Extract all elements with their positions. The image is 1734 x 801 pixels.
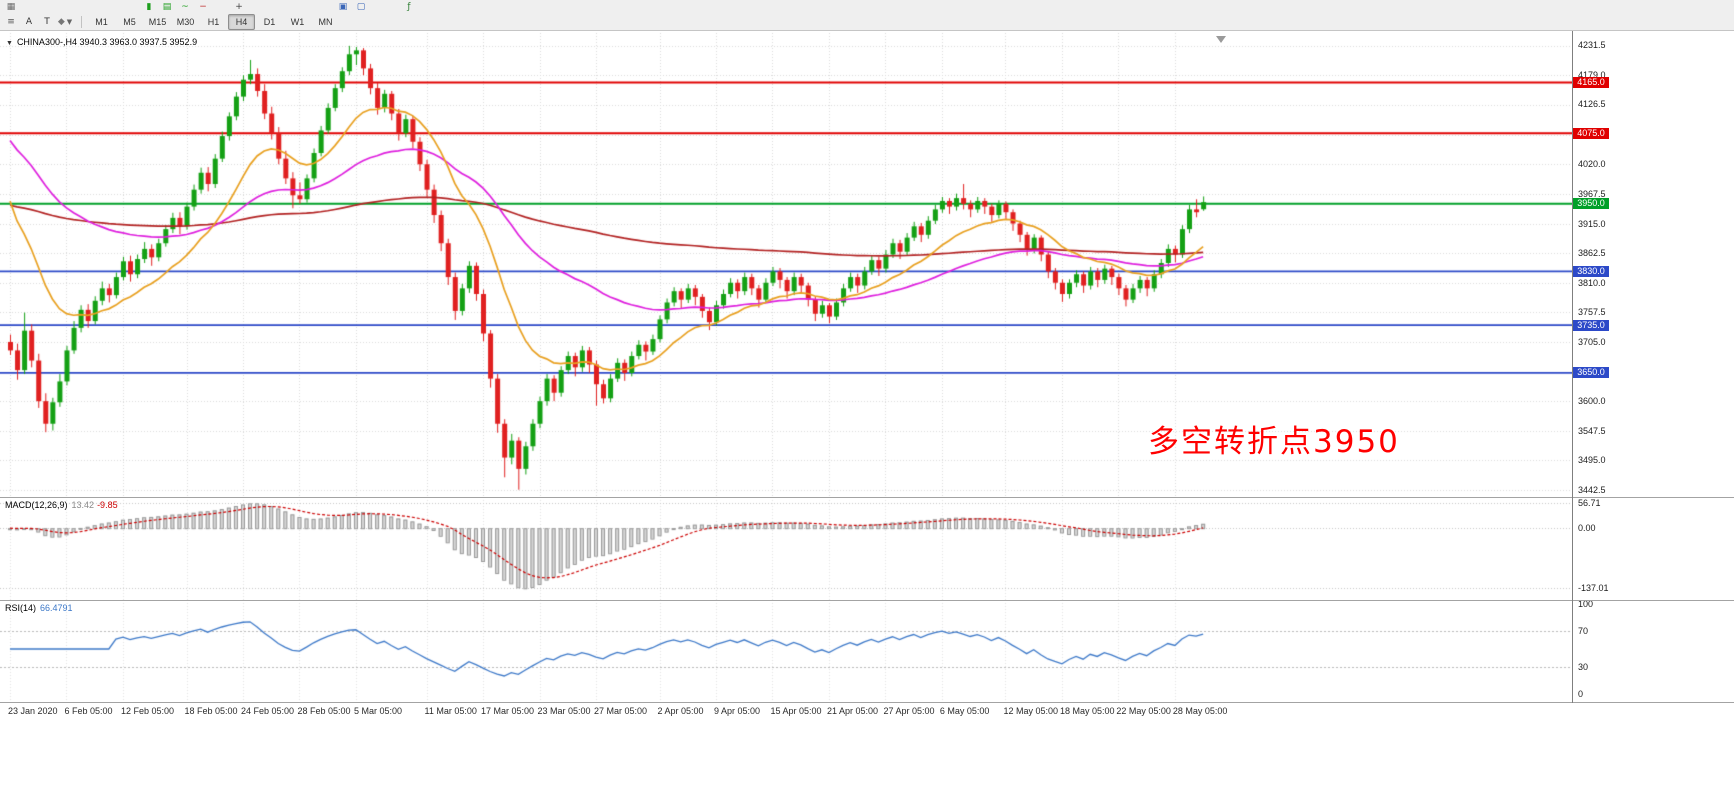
macd-axis-label: 56.71 [1578, 498, 1601, 509]
symbol-dropdown-icon[interactable]: ▼ [6, 40, 13, 47]
price-axis-label: 3600.0 [1578, 396, 1606, 407]
time-axis-label: 22 May 05:00 [1116, 706, 1171, 716]
chevron-down-icon: ▼ [66, 17, 73, 26]
time-axis[interactable]: 23 Jan 2020 6 Feb 05:00 12 Feb 05:00 18 Feb… [0, 702, 1734, 801]
text-label-button[interactable]: A [25, 16, 33, 27]
time-axis-label: 12 Feb 05:00 [120, 706, 174, 716]
time-axis-label: 23 Jan 2020 [8, 706, 58, 716]
price-line-badge: 4075.0 [1573, 127, 1609, 139]
macd-panel: MACD(12,26,9) 13.42 -9.85 56.71 0.00 -137.01 [0, 497, 1734, 600]
main-chart-panel: ▼ CHINA300-,H4 3940.3 3963.0 3937.5 3952.… [0, 30, 1734, 497]
timeframe-d1[interactable]: D1 [263, 16, 276, 27]
time-axis-label: 9 Apr 05:00 [714, 706, 761, 716]
candlestick-chart-icon[interactable]: ▮ [146, 1, 152, 12]
time-axis-label: 6 May 05:00 [939, 706, 990, 716]
price-line-badge: 3950.0 [1573, 198, 1609, 210]
rsi-axis-label: 70 [1578, 626, 1589, 636]
panel-splitter[interactable] [0, 497, 1734, 498]
macd-canvas[interactable] [0, 497, 1572, 600]
rsi-axis-label: 100 [1578, 599, 1594, 609]
price-axis-label: 3495.0 [1578, 455, 1606, 466]
price-axis-label: 3862.5 [1578, 248, 1606, 259]
price-axis-label: 3442.5 [1578, 485, 1606, 495]
rsi-axis-label: 30 [1578, 662, 1589, 672]
time-axis-label: 23 Mar 05:00 [537, 706, 591, 716]
price-axis-label: 4231.5 [1578, 40, 1606, 50]
time-axis-label: 12 May 05:00 [1003, 706, 1058, 716]
price-axis-label: 3547.5 [1578, 425, 1606, 436]
timeframe-m15[interactable]: M15 [148, 16, 167, 27]
objects-tool-button[interactable]: ◆ ▼ [57, 16, 73, 27]
symbol-info: ▼ CHINA300-,H4 3940.3 3963.0 3937.5 3952.… [6, 37, 197, 47]
text-box-button[interactable]: T [44, 16, 50, 27]
macd-label: MACD(12,26,9) 13.42 -9.85 [5, 500, 118, 510]
time-axis-label: 18 Feb 05:00 [184, 706, 238, 716]
toolbar: ▦ ▮ ▤ ~ − + ▣ ▢ ƒ ≡ A T ◆ ▼ M1 M5 M15 M30 H1 H4 D1 W1 MN [0, 0, 1734, 31]
rsi-axis-label: 0 [1578, 689, 1584, 699]
price-axis-label: 4126.5 [1578, 99, 1606, 110]
rsi-value: 66.4791 [40, 603, 73, 613]
timeframe-h1[interactable]: H1 [207, 16, 220, 27]
chart-shift-marker[interactable] [1216, 36, 1226, 43]
timeframe-mn[interactable]: MN [318, 16, 333, 27]
price-axis-label: 3967.5 [1578, 188, 1606, 199]
time-axis-label: 18 May 05:00 [1059, 706, 1115, 716]
time-axis-label: 24 Feb 05:00 [240, 706, 295, 716]
timeframe-m1[interactable]: M1 [95, 16, 108, 27]
lines-tool-icon[interactable]: ≡ [7, 16, 15, 27]
macd-axis-label: -137.01 [1578, 583, 1609, 594]
timeframe-w1[interactable]: W1 [290, 16, 305, 27]
price-axis-label: 3757.5 [1578, 307, 1606, 318]
time-axis-label: 11 Mar 05:00 [424, 706, 477, 716]
zoom-in-icon[interactable]: + [235, 1, 243, 12]
rsi-canvas[interactable] [0, 600, 1572, 702]
zoom-out-icon[interactable]: − [199, 1, 207, 12]
price-line-badge: 3830.0 [1573, 265, 1609, 277]
menu-grid-icon[interactable]: ▦ [6, 1, 16, 12]
new-chart-icon[interactable]: ▢ [356, 1, 366, 12]
time-axis-label: 15 Apr 05:00 [770, 706, 822, 716]
time-axis-label: 28 Feb 05:00 [297, 706, 351, 716]
toolbar-row-main: ▦ ▮ ▤ ~ − + ▣ ▢ ƒ [0, 0, 1734, 13]
time-axis-label: 27 Mar 05:00 [593, 706, 648, 716]
time-axis-label: 5 Mar 05:00 [353, 706, 402, 716]
bar-chart-icon[interactable]: ▤ [162, 1, 172, 12]
price-chart-canvas[interactable] [0, 30, 1572, 497]
chart-text-annotation: 多空转折点3950 [1148, 424, 1400, 460]
panel-splitter[interactable] [0, 600, 1734, 601]
time-axis-label: 2 Apr 05:00 [657, 706, 704, 716]
macd-value-main: 13.42 [71, 500, 95, 510]
line-chart-icon[interactable]: ~ [181, 1, 189, 12]
timeframe-h4[interactable]: H4 [228, 13, 255, 30]
time-axis-label: 27 Apr 05:00 [883, 706, 935, 716]
price-line-badge: 4165.0 [1573, 77, 1609, 88]
time-axis-label: 6 Feb 05:00 [64, 706, 113, 716]
time-axis-label: 28 May 05:00 [1172, 706, 1228, 716]
price-axis-label: 3705.0 [1578, 336, 1606, 347]
timeframe-m30[interactable]: M30 [176, 16, 195, 27]
price-line-badge: 3650.0 [1573, 367, 1609, 379]
symbol-ohlc-text: CHINA300-,H4 3940.3 3963.0 3937.5 3952.9 [16, 37, 198, 47]
time-axis-label: 17 Mar 05:00 [481, 706, 535, 716]
chart-window: ▼ CHINA300-,H4 3940.3 3963.0 3937.5 3952.… [0, 30, 1734, 801]
timeframe-m5[interactable]: M5 [123, 16, 136, 27]
price-axis-label: 4179.0 [1578, 69, 1606, 80]
toolbar-separator [81, 15, 82, 28]
tile-windows-icon[interactable]: ▣ [338, 1, 348, 12]
price-axis-separator[interactable] [1572, 30, 1573, 703]
rsi-panel: RSI(14) 66.4791 100 70 30 0 [0, 599, 1734, 702]
macd-axis-label: 0.00 [1578, 523, 1596, 534]
price-axis-label: 3915.0 [1578, 218, 1606, 229]
price-line-badge: 3735.0 [1573, 319, 1609, 331]
toolbar-row-tools: ≡ A T ◆ ▼ M1 M5 M15 M30 H1 H4 D1 W1 MN [0, 13, 1734, 30]
rsi-label: RSI(14) 66.4791 [5, 603, 73, 613]
macd-value-signal: -9.85 [97, 500, 118, 510]
price-axis-label: 3810.0 [1578, 277, 1606, 288]
price-axis-label: 4020.0 [1578, 159, 1606, 170]
time-axis-label: 21 Apr 05:00 [826, 706, 878, 716]
indicators-icon[interactable]: ƒ [407, 1, 411, 12]
panel-splitter[interactable] [0, 702, 1734, 703]
